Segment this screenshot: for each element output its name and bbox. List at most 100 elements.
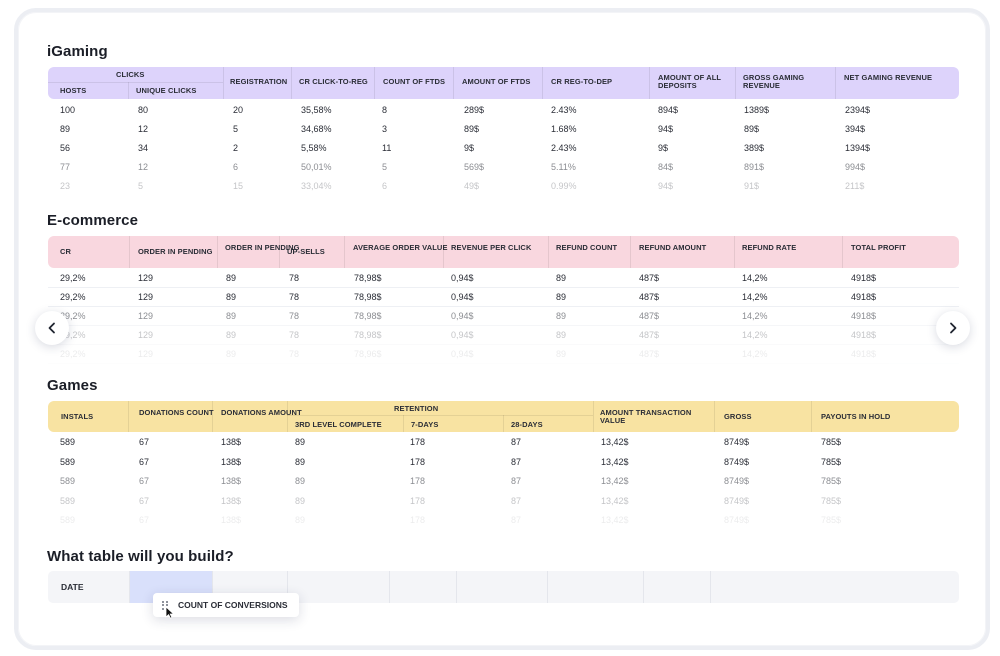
- games-header-cell[interactable]: 3RD LEVEL COMPLETE: [295, 420, 382, 429]
- table-cell: 394$: [845, 124, 866, 134]
- table-cell: 2: [233, 143, 239, 153]
- table-cell: 138$: [221, 515, 242, 525]
- table-cell: 129: [138, 330, 154, 340]
- table-cell: 78,98$: [354, 292, 382, 302]
- table-cell: 78,98$: [354, 330, 382, 340]
- table-cell: 78: [289, 330, 300, 340]
- table-cell: 67: [139, 495, 150, 506]
- table-cell: 89: [60, 124, 71, 134]
- table-cell: 89: [295, 456, 306, 467]
- table-row: 589 67 138$ 89 178 87 13,42$ 8749$ 785$: [48, 472, 959, 491]
- table-cell: 4918$: [851, 273, 877, 283]
- table-cell: 0.99%: [551, 181, 577, 191]
- table-cell: 138$: [221, 495, 242, 506]
- igaming-header-cell[interactable]: GROSS GAMING REVENUE: [743, 73, 805, 90]
- dragged-field-chip[interactable]: COUNT OF CONVERSIONS: [153, 593, 299, 617]
- ecommerce-header-cell[interactable]: REFUND RATE: [742, 243, 797, 252]
- table-cell: 1394$: [845, 143, 871, 153]
- games-title: Games: [47, 377, 98, 394]
- games-header-cell[interactable]: DONATIONS COUNT: [139, 408, 214, 417]
- ecommerce-header-cell[interactable]: CR: [60, 247, 72, 256]
- table-cell: 589: [60, 437, 76, 447]
- builder-column-date[interactable]: DATE: [61, 582, 84, 592]
- table-cell: 129: [138, 311, 154, 321]
- ecommerce-header-cell[interactable]: TOTAL PROFIT: [851, 243, 906, 252]
- table-row: 589 67 138$ 89 178 87 13,42$ 8749$ 785$: [48, 453, 959, 472]
- table-cell: 3: [382, 124, 388, 134]
- table-cell: 11: [382, 143, 392, 153]
- carousel-next-button[interactable]: [936, 311, 970, 345]
- table-cell: 129: [138, 273, 154, 283]
- table-row: 589 67 138$ 89 178 87 13,42$ 8749$ 785$: [48, 492, 959, 511]
- table-row: 29,2% 129 89 78 78,98$ 0,94$ 89 487$ 14,2% 4918$: [48, 288, 959, 307]
- ecommerce-table-header: CR ORDER IN PENDING ORDER IN PENDING UP-SEL…: [48, 236, 959, 268]
- games-header-cell[interactable]: INSTALS: [61, 412, 94, 421]
- games-header-cell[interactable]: 7-DAYS: [411, 420, 439, 429]
- igaming-header-cell[interactable]: HOSTS: [60, 86, 87, 95]
- chevron-left-icon: [48, 322, 55, 334]
- igaming-header-cell[interactable]: AMOUNT OF ALL DEPOSITS: [658, 73, 721, 90]
- table-cell: 9$: [658, 143, 669, 153]
- igaming-header-cell[interactable]: COUNT OF FTDS: [383, 77, 446, 86]
- table-cell: 89: [556, 292, 567, 302]
- table-cell: 894$: [658, 105, 679, 115]
- table-cell: 89$: [744, 124, 760, 134]
- table-cell: 785$: [821, 437, 842, 447]
- ecommerce-header-cell[interactable]: ORDER IN PENDING: [225, 243, 300, 252]
- table-cell: 8749$: [724, 495, 750, 506]
- table-cell: 785$: [821, 515, 842, 525]
- igaming-header-cell[interactable]: NET GAMING REVENUE: [844, 73, 933, 82]
- table-cell: 138$: [221, 456, 242, 467]
- table-cell: 78,96$: [354, 349, 382, 359]
- table-cell: 87: [511, 437, 522, 447]
- ecommerce-header-cell[interactable]: REFUND COUNT: [556, 243, 618, 252]
- table-cell: 67: [139, 515, 150, 525]
- ecommerce-header-cell[interactable]: AVERAGE ORDER VALUE: [353, 243, 448, 252]
- igaming-header-cell[interactable]: AMOUNT OF FTDS: [462, 77, 531, 86]
- table-cell: 13,42$: [601, 437, 629, 447]
- table-cell: 94$: [658, 181, 674, 191]
- table-cell: 4918$: [851, 292, 877, 302]
- ecommerce-header-cell[interactable]: UP-SELLS: [287, 247, 325, 256]
- games-header-cell[interactable]: PAYOUTS IN HOLD: [821, 412, 891, 421]
- table-cell: 29,2%: [60, 330, 86, 340]
- table-cell: 589: [60, 476, 76, 486]
- table-cell: 129: [138, 349, 154, 359]
- igaming-header-cell[interactable]: CR REG-TO-DEP: [551, 77, 613, 86]
- table-cell: 89: [556, 311, 567, 321]
- table-cell: 89: [556, 330, 567, 340]
- table-cell: 487$: [639, 273, 660, 283]
- games-header-cell[interactable]: AMOUNT TRANSACTION VALUE: [600, 408, 692, 425]
- table-cell: 15: [233, 181, 244, 191]
- table-cell: 5.11%: [551, 162, 576, 172]
- table-row: 29,2% 129 89 78 78,98$ 0,94$ 89 487$ 14,2% 4918$: [48, 269, 959, 288]
- table-cell: 589: [60, 515, 76, 525]
- ecommerce-header-cell[interactable]: REFUND AMOUNT: [639, 243, 707, 252]
- table-cell: 1389$: [744, 105, 770, 115]
- table-cell: 78: [289, 349, 300, 359]
- table-cell: 12: [138, 124, 149, 134]
- table-cell: 891$: [744, 162, 765, 172]
- table-cell: 94$: [658, 124, 674, 134]
- igaming-header-cell[interactable]: REGISTRATION: [230, 77, 288, 86]
- games-header-cell[interactable]: DONATIONS AMOUNT: [221, 408, 302, 417]
- igaming-table-header: CLICKS HOSTS UNIQUE CLICKS REGISTRATION CR …: [48, 67, 959, 99]
- carousel-prev-button[interactable]: [35, 311, 69, 345]
- igaming-header-cell[interactable]: CR CLICK-TO-REG: [299, 77, 368, 86]
- ecommerce-header-cell[interactable]: ORDER IN PENDING: [138, 247, 213, 256]
- table-cell: 67: [139, 476, 150, 486]
- table-cell: 89: [226, 273, 237, 283]
- games-header-cell[interactable]: 28-DAYS: [511, 420, 543, 429]
- table-cell: 8749$: [724, 515, 750, 525]
- games-header-cell[interactable]: GROSS: [724, 412, 752, 421]
- table-cell: 0,94$: [451, 311, 474, 321]
- table-cell: 2.43%: [551, 105, 577, 115]
- table-cell: 87: [511, 456, 522, 467]
- table-row: 23 5 15 33,04% 6 49$ 0.99% 94$ 91$ 211$: [48, 177, 959, 196]
- table-cell: 487$: [639, 292, 660, 302]
- ecommerce-header-cell[interactable]: REVENUE PER CLICK: [451, 243, 532, 252]
- table-cell: 91$: [744, 181, 760, 191]
- table-cell: 0,94$: [451, 349, 474, 359]
- games-table: RETENTION INSTALS DONATIONS COUNT DONATION…: [48, 401, 959, 525]
- igaming-header-cell[interactable]: UNIQUE CLICKS: [136, 86, 197, 95]
